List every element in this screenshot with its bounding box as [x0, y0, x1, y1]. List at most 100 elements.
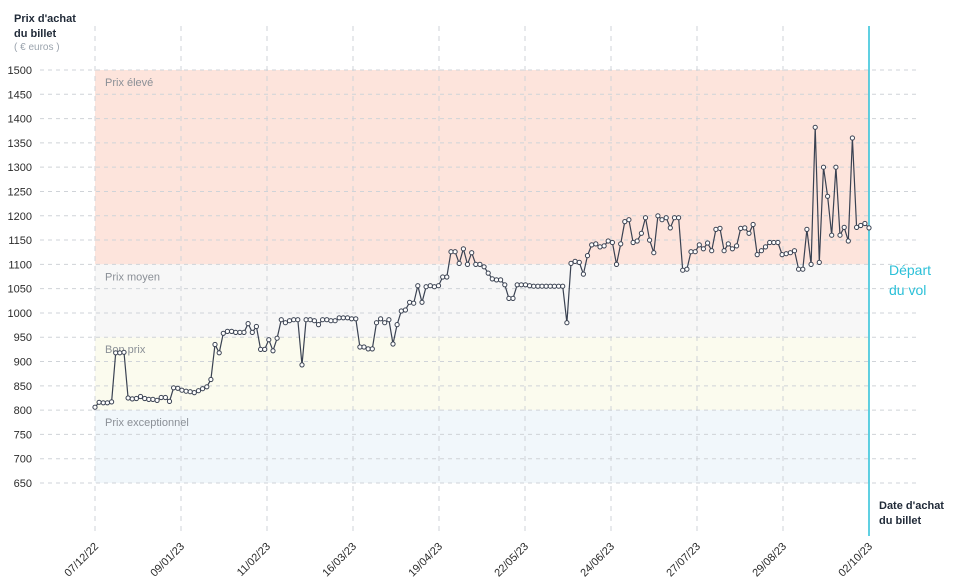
data-point	[808, 261, 814, 267]
data-point	[208, 376, 214, 383]
data-point	[535, 283, 541, 289]
grid-lines	[40, 26, 919, 536]
data-point	[469, 250, 475, 256]
y-tick-label-11: 1200	[8, 211, 32, 223]
data-point	[862, 220, 868, 227]
y-tick-label-5: 900	[14, 357, 32, 369]
y-tick-label-16: 1450	[8, 89, 32, 101]
data-point	[125, 395, 131, 401]
data-point	[580, 271, 587, 277]
data-point	[373, 320, 380, 326]
data-point	[849, 135, 856, 141]
data-point	[551, 283, 558, 289]
data-point	[270, 348, 276, 354]
data-point	[452, 249, 458, 255]
data-point	[477, 261, 483, 267]
zone-band-1	[95, 264, 869, 338]
data-point	[175, 385, 181, 391]
data-point	[609, 239, 616, 246]
data-point	[166, 398, 173, 404]
data-point	[353, 316, 359, 322]
data-point	[212, 341, 218, 348]
data-point	[241, 329, 247, 335]
data-point	[146, 396, 152, 402]
data-point	[845, 238, 851, 244]
data-point	[684, 266, 690, 272]
data-point	[742, 225, 748, 231]
data-point	[448, 249, 454, 255]
data-point	[200, 386, 206, 392]
x-axis-title-line1: Date d'achat	[879, 500, 944, 512]
data-point	[113, 350, 119, 356]
x-tick-label-9: 02/10/23	[836, 541, 875, 580]
data-point	[282, 320, 288, 326]
data-point	[647, 237, 653, 243]
data-point	[514, 282, 520, 288]
data-point	[804, 226, 810, 232]
data-point	[642, 215, 649, 221]
data-point	[142, 395, 148, 402]
data-point	[796, 266, 802, 272]
data-point	[179, 387, 185, 393]
data-point	[762, 244, 769, 250]
data-point	[820, 164, 827, 170]
data-point	[328, 318, 334, 324]
data-point	[286, 318, 293, 324]
data-point	[663, 215, 669, 221]
data-point	[245, 321, 251, 327]
data-point	[266, 337, 272, 343]
data-point	[638, 230, 645, 236]
y-tick-label-8: 1050	[8, 284, 32, 296]
x-tick-label-7: 27/07/23	[664, 541, 703, 580]
x-tick-label-5: 22/05/23	[492, 541, 531, 580]
data-point	[791, 248, 798, 254]
data-point	[493, 277, 500, 283]
data-point	[676, 215, 682, 221]
data-point	[100, 400, 106, 406]
data-point	[382, 320, 388, 326]
data-point	[104, 400, 111, 406]
data-point	[556, 283, 562, 289]
data-point	[618, 241, 624, 247]
data-point	[187, 389, 193, 395]
data-point	[688, 249, 694, 255]
data-point	[258, 346, 264, 352]
departure-label-line1: Départ	[889, 262, 931, 278]
data-point	[564, 320, 570, 326]
y-axis-title-line2: du billet	[14, 28, 57, 40]
data-point	[680, 267, 686, 273]
data-point	[253, 323, 259, 330]
data-point	[307, 317, 313, 323]
data-point	[96, 399, 102, 405]
data-point	[485, 270, 491, 276]
data-point	[506, 295, 512, 301]
data-point	[547, 283, 553, 289]
y-tick-label-10: 1150	[8, 235, 32, 247]
y-tick-label-17: 1500	[8, 65, 32, 77]
y-axis-title-line1: Prix d'achat	[14, 13, 76, 25]
data-point	[415, 283, 421, 289]
y-tick-label-13: 1300	[8, 162, 32, 174]
data-point	[630, 239, 636, 246]
data-point	[340, 315, 346, 321]
data-point	[489, 276, 495, 282]
data-point	[543, 283, 549, 289]
zone-label-1: Prix moyen	[105, 271, 160, 283]
data-point	[518, 282, 524, 288]
data-point	[576, 259, 582, 265]
data-point	[510, 295, 516, 301]
data-point	[837, 232, 843, 238]
data-point	[473, 261, 479, 267]
data-point	[522, 282, 529, 288]
data-point	[332, 318, 338, 324]
data-point	[291, 317, 297, 323]
price-series	[92, 124, 872, 410]
data-point	[303, 317, 309, 323]
data-point	[440, 274, 446, 280]
data-point	[411, 300, 417, 306]
zone-band-2	[95, 337, 869, 411]
data-point	[783, 251, 789, 257]
data-point	[390, 341, 396, 347]
data-point	[502, 282, 508, 288]
data-point	[858, 222, 864, 229]
